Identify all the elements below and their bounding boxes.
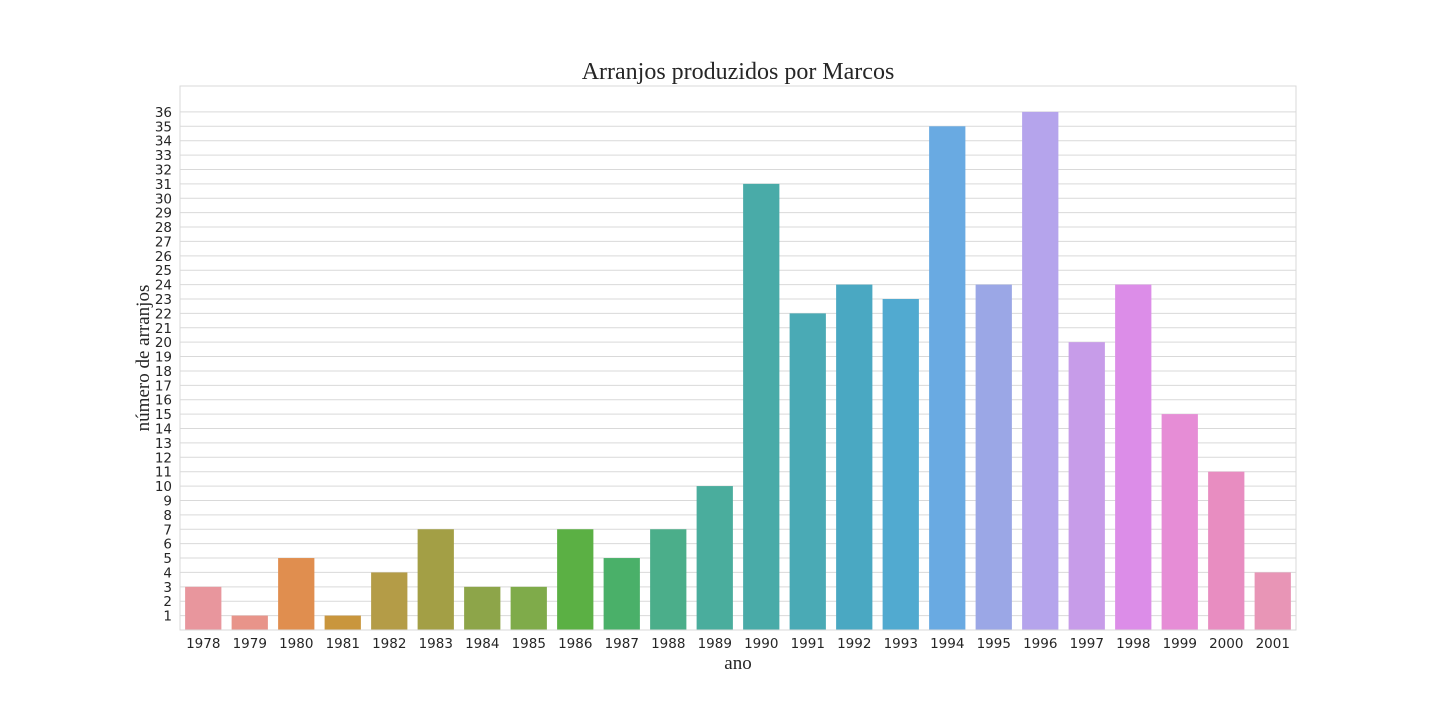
bar-1984 (464, 586, 501, 630)
bar-1978 (185, 586, 222, 630)
y-axis-label: número de arranjos (133, 285, 154, 432)
y-tick-label: 3 (163, 580, 172, 596)
x-tick-label: 1980 (279, 636, 313, 652)
y-tick-label: 29 (155, 206, 172, 222)
x-tick-label: 1988 (651, 636, 685, 652)
y-tick-label: 2 (163, 594, 172, 610)
y-tick-label: 7 (163, 522, 172, 538)
y-tick-label: 31 (155, 177, 172, 193)
bar-1989 (696, 486, 733, 630)
y-tick-label: 16 (155, 393, 172, 409)
x-tick-label: 1986 (558, 636, 592, 652)
bar-2000 (1208, 471, 1245, 630)
bar-1994 (929, 126, 966, 630)
y-tick-label: 28 (155, 220, 172, 236)
x-tick-label: 1994 (930, 636, 964, 652)
x-tick-label: 2001 (1256, 636, 1290, 652)
y-tick-label: 32 (155, 162, 172, 178)
bar-1980 (278, 558, 315, 630)
bar-1998 (1115, 284, 1152, 630)
bar-1995 (975, 284, 1012, 630)
y-tick-label: 9 (163, 493, 172, 509)
bar-1996 (1022, 111, 1059, 630)
y-tick-label: 14 (155, 422, 172, 438)
y-tick-label: 4 (163, 565, 172, 581)
x-tick-label: 1999 (1163, 636, 1197, 652)
y-tick-label: 27 (155, 234, 172, 250)
x-tick-label: 1993 (884, 636, 918, 652)
x-tick-label: 1992 (837, 636, 871, 652)
bar-1999 (1161, 414, 1198, 630)
bar-1993 (882, 298, 919, 630)
bar-1987 (603, 558, 640, 630)
x-axis-label: ano (724, 653, 751, 674)
x-tick-label: 1989 (698, 636, 732, 652)
bar-1988 (650, 529, 687, 630)
bar-1985 (510, 586, 547, 630)
y-tick-labels: 1234567891011121314151617181920212223242… (155, 105, 172, 625)
bar-1992 (836, 284, 873, 630)
y-tick-label: 24 (155, 278, 172, 294)
x-tick-label: 1998 (1116, 636, 1150, 652)
y-tick-label: 1 (163, 609, 172, 625)
y-tick-label: 30 (155, 191, 172, 207)
y-tick-label: 10 (155, 479, 172, 495)
y-tick-label: 8 (163, 508, 172, 524)
bar-2001 (1254, 572, 1291, 630)
y-tick-label: 6 (163, 537, 172, 553)
bar-1983 (417, 529, 454, 630)
y-tick-label: 12 (155, 450, 172, 466)
y-tick-label: 11 (155, 465, 172, 481)
x-tick-labels: 1978 1979 1980 1981 1982 1983 1984 1985 1986 1987… (186, 636, 1290, 652)
y-tick-label: 36 (155, 105, 172, 121)
x-tick-label: 1985 (512, 636, 546, 652)
x-tick-label: 1996 (1023, 636, 1057, 652)
y-tick-label: 22 (155, 306, 172, 322)
y-tick-label: 21 (155, 321, 172, 337)
x-tick-label: 1997 (1070, 636, 1104, 652)
y-tick-label: 18 (155, 364, 172, 380)
x-tick-label: 1979 (233, 636, 267, 652)
y-tick-label: 26 (155, 249, 172, 265)
y-tick-label: 19 (155, 350, 172, 366)
bar-1981 (324, 615, 361, 630)
x-tick-label: 1995 (977, 636, 1011, 652)
x-tick-label: 1991 (791, 636, 825, 652)
bars (185, 111, 1291, 630)
bar-1990 (743, 183, 780, 630)
chart-title: Arranjos produzidos por Marcos (582, 59, 895, 85)
y-tick-label: 20 (155, 335, 172, 351)
bar-1991 (789, 313, 826, 630)
y-tick-label: 15 (155, 407, 172, 423)
x-tick-label: 1987 (605, 636, 639, 652)
y-tick-label: 5 (163, 551, 172, 567)
bar-1986 (557, 529, 594, 630)
x-tick-label: 2000 (1209, 636, 1243, 652)
gridlines (180, 111, 1296, 617)
y-tick-label: 13 (155, 436, 172, 452)
x-tick-label: 1978 (186, 636, 220, 652)
x-tick-label: 1982 (372, 636, 406, 652)
bar-1982 (371, 572, 408, 630)
x-tick-label: 1981 (326, 636, 360, 652)
y-tick-label: 25 (155, 263, 172, 279)
y-tick-label: 33 (155, 148, 172, 164)
x-tick-label: 1983 (419, 636, 453, 652)
bar-1997 (1068, 342, 1105, 630)
y-tick-label: 17 (155, 378, 172, 394)
x-tick-label: 1984 (465, 636, 499, 652)
x-tick-label: 1990 (744, 636, 778, 652)
y-tick-label: 35 (155, 119, 172, 135)
y-tick-label: 23 (155, 292, 172, 308)
bar-1979 (231, 615, 268, 630)
y-tick-label: 34 (155, 134, 172, 150)
plot-frame (179, 85, 1297, 631)
